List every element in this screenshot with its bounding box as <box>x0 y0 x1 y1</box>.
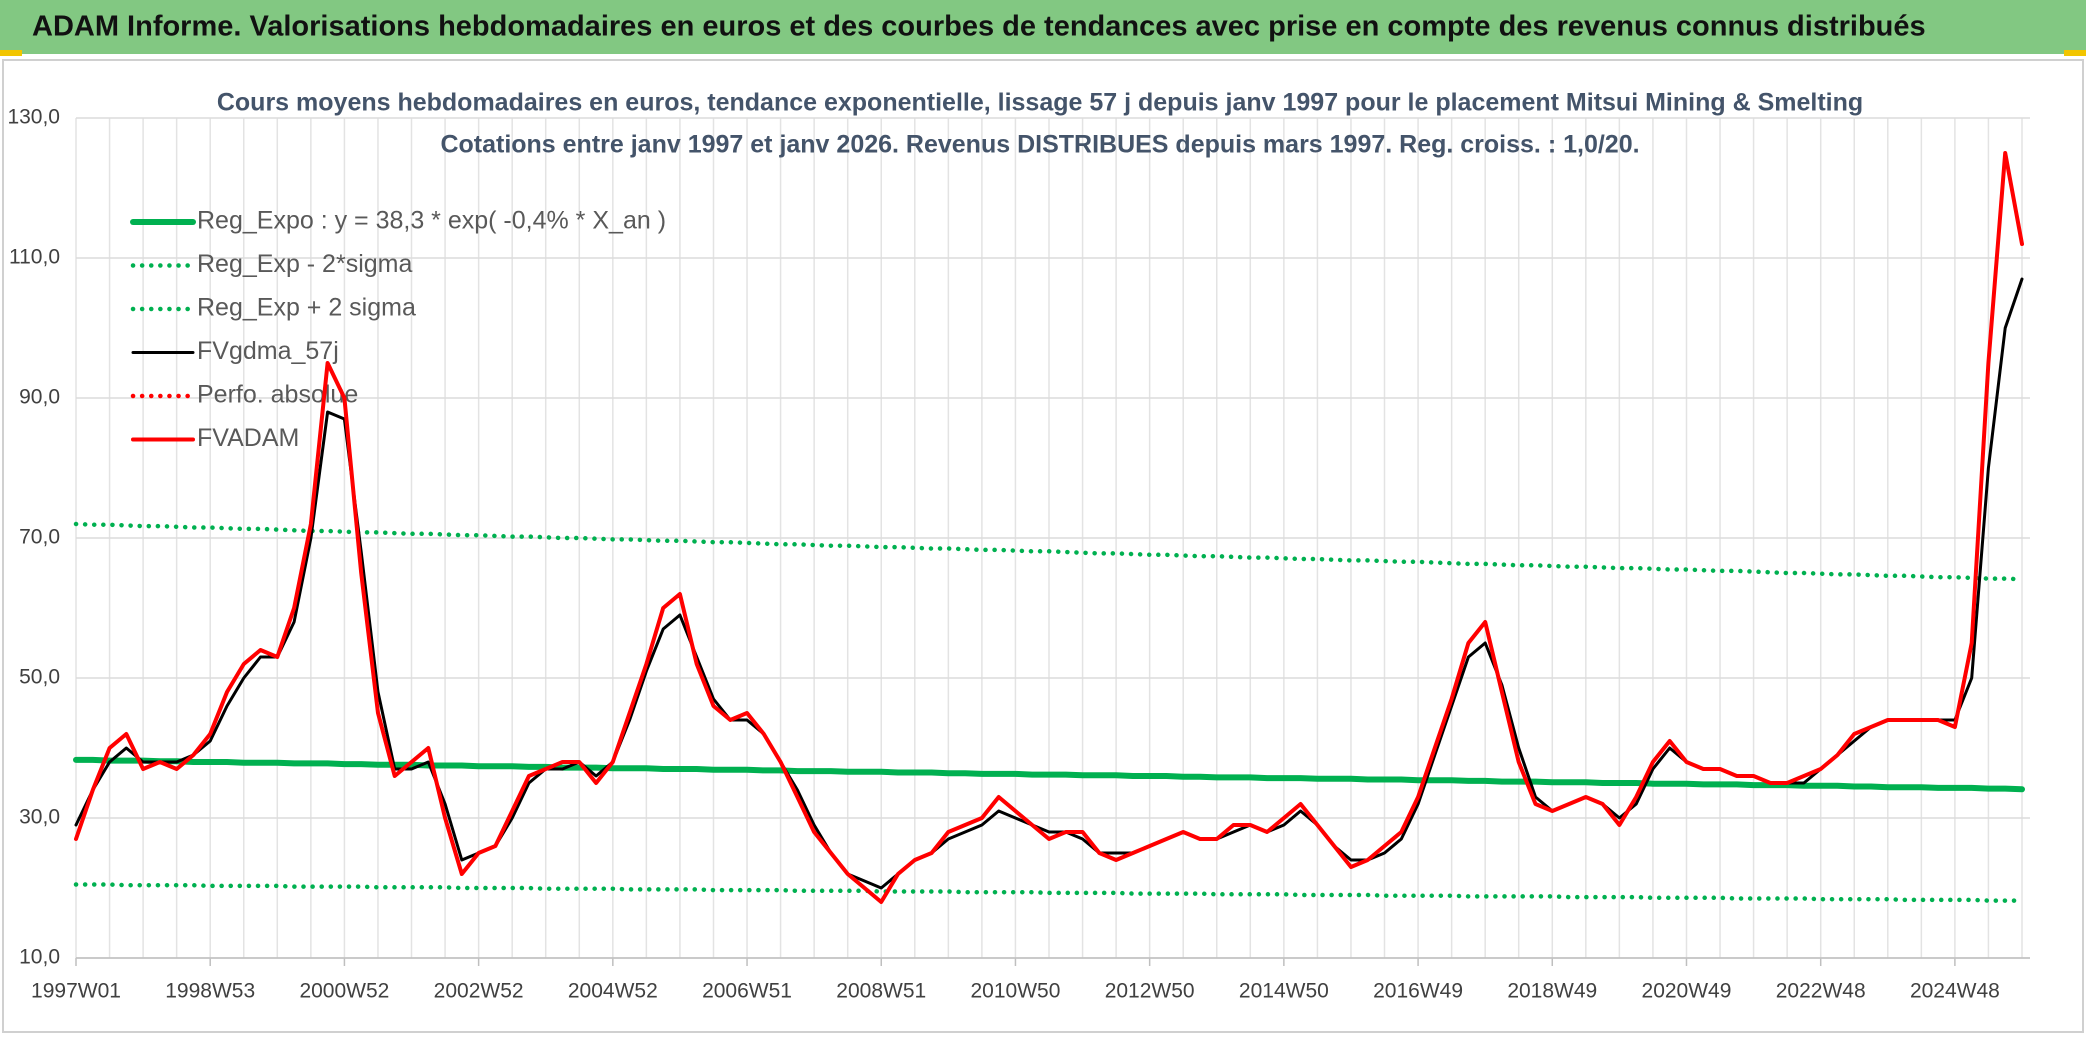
series-lines <box>73 151 2025 904</box>
corner-mark <box>0 50 22 56</box>
legend-label: FVgdma_57j <box>197 337 339 365</box>
y-tick-label: 110,0 <box>9 246 60 269</box>
x-tick-label: 2012W50 <box>1105 980 1195 1003</box>
legend: Reg_Expo : y = 38,3 * exp( -0,4% * X_an … <box>130 207 666 452</box>
x-tick-label: 2000W52 <box>299 980 389 1003</box>
legend-label: Reg_Exp + 2 sigma <box>197 294 416 322</box>
x-tick-label: 1998W53 <box>165 980 255 1003</box>
corner-mark <box>2064 50 2086 56</box>
y-tick-label: 70,0 <box>19 526 60 549</box>
x-tick-label: 2018W49 <box>1507 980 1597 1003</box>
legend-label: Reg_Exp - 2*sigma <box>197 250 412 278</box>
legend-label: Perfo. absolue <box>197 381 358 409</box>
x-tick-label: 2010W50 <box>970 980 1060 1003</box>
chart-subtitle: Cotations entre janv 1997 et janv 2026. … <box>440 131 1639 159</box>
x-tick-label: 2006W51 <box>702 980 792 1003</box>
legend-label: Reg_Expo : y = 38,3 * exp( -0,4% * X_an … <box>197 207 666 235</box>
series-line <box>73 521 2025 582</box>
y-tick-label: 10,0 <box>19 946 60 969</box>
x-tick-label: 2016W49 <box>1373 980 1463 1003</box>
x-tick-label: 2020W49 <box>1642 980 1732 1003</box>
chart-frame <box>2 59 2084 1033</box>
grid: 1997W01 1998W53 2000W52 2002W52 2004W52 2006W… <box>7 106 2030 1003</box>
x-tick-label: 2008W51 <box>836 980 926 1003</box>
banner-background <box>0 0 2086 54</box>
y-tick-label: 130,0 <box>7 106 60 129</box>
series-line <box>73 882 2025 903</box>
x-tick-label: 2024W48 <box>1910 980 2000 1003</box>
legend-label: FVADAM <box>197 424 299 452</box>
banner-title: ADAM Informe. Valorisations hebdomadaire… <box>32 11 1926 43</box>
x-tick-label: 2014W50 <box>1239 980 1329 1003</box>
series-line <box>73 756 2025 793</box>
y-tick-label: 90,0 <box>19 386 60 409</box>
x-tick-label: 2002W52 <box>434 980 524 1003</box>
series-line <box>74 151 2024 904</box>
x-tick-label: 2022W48 <box>1776 980 1866 1003</box>
x-tick-label: 1997W01 <box>31 980 121 1003</box>
y-tick-label: 30,0 <box>19 806 60 829</box>
chart-title: Cours moyens hebdomadaires en euros, ten… <box>217 89 1863 117</box>
x-tick-label: 2004W52 <box>568 980 658 1003</box>
y-tick-label: 50,0 <box>19 666 60 689</box>
